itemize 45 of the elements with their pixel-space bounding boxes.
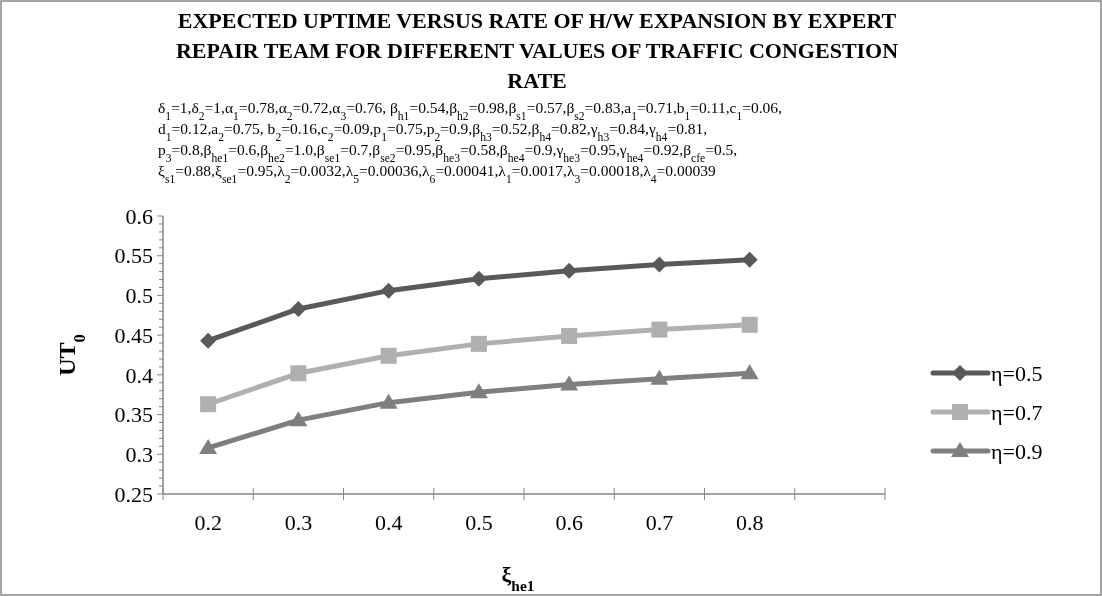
- chart-title: EXPECTED UPTIME VERSUS RATE OF H/W EXPANSION BY EXPERT REPAIR TEAM FOR DIFFERENT VALUES OF TRAFFIC CONGESTION RATE: [175, 8, 899, 93]
- point: [200, 332, 217, 349]
- point: [200, 396, 217, 413]
- point: [561, 262, 578, 279]
- point: [561, 327, 578, 344]
- point: [289, 411, 308, 427]
- y-tick-label: 0.25: [114, 481, 153, 507]
- y-tick-label: 0.4: [125, 362, 153, 388]
- point: [290, 300, 307, 317]
- point: [740, 364, 759, 380]
- x-tick-label: 0.6: [555, 510, 583, 535]
- legend-label: η=0.5: [991, 360, 1043, 386]
- text: d$_{1}$=0.12,a$_{2}$=0.75, b$_{2}$=0.16,c$_{2}$=0.09,p$_{1}$=0.75,p$_{2}$=0.9,β$_{h3}$=0.52,β$_{h4}$=0.82,γ$_{h3}$=0.84,γ$_{h4}$=0.81,: [158, 120, 708, 144]
- y-tick-label: 0.55: [114, 243, 153, 269]
- text: p$_{3}$=0.8,β$_{he1}$=0.6,β$_{he2}$=1.0,β$_{se1}$=0.7,β$_{se2}$=0.95,β$_{he3}$=0.58,β$_{he4}$=0.9,γ$_{he3}$=0.95,γ$_{he4}$=0.92,β$_{cfe}$=0.5,: [158, 141, 738, 165]
- point: [199, 438, 218, 454]
- legend-label: η=0.9: [991, 438, 1043, 464]
- point: [379, 393, 398, 409]
- point: [470, 270, 487, 287]
- point: [560, 375, 579, 391]
- x-axis-title: ξ$_{he1}$: [501, 562, 535, 594]
- point: [741, 316, 758, 333]
- x-tick-label: 0.7: [645, 510, 674, 535]
- point: [651, 321, 668, 338]
- y-tick-label: 0.5: [125, 283, 153, 309]
- point: [650, 369, 669, 385]
- point: [741, 251, 758, 268]
- point: [380, 347, 397, 364]
- point: [470, 335, 487, 352]
- legend-label: η=0.7: [991, 399, 1043, 425]
- point: [469, 383, 488, 399]
- point: [290, 365, 307, 382]
- x-tick-label: 0.3: [284, 510, 313, 535]
- y-tick-label: 0.6: [125, 203, 153, 229]
- y-tick-label: 0.35: [114, 402, 153, 428]
- point: [651, 256, 668, 273]
- text: δ$_{1}$=1,δ$_{2}$=1,α$_{1}$=0.78,α$_{2}$=0.72,α$_{3}$=0.76, β$_{h1}$=0.54,β$_{h2}$=0.98,β$_{s1}$=0.57,β$_{s2}$=0.83,a$_{1}$=0.71,b$_{1}$=0.11,c$_{1}$=0.06,: [158, 99, 782, 123]
- point: [380, 282, 397, 299]
- x-tick-label: 0.4: [374, 510, 403, 535]
- x-tick-label: 0.5: [465, 510, 493, 535]
- x-tick-label: 0.2: [194, 510, 222, 535]
- text: ξ$_{s1}$=0.88,ξ$_{se1}$=0.95,λ$_{2}$=0.0032,λ$_{5}$=0.00036,λ$_{6}$=0.00041,λ$_{1}$=0.0017,λ$_{3}$=0.00018,λ$_{4}$=0.00039: [158, 162, 716, 186]
- x-tick-label: 0.8: [735, 510, 764, 535]
- y-tick-label: 0.3: [125, 441, 153, 467]
- y-tick-label: 0.45: [114, 322, 153, 348]
